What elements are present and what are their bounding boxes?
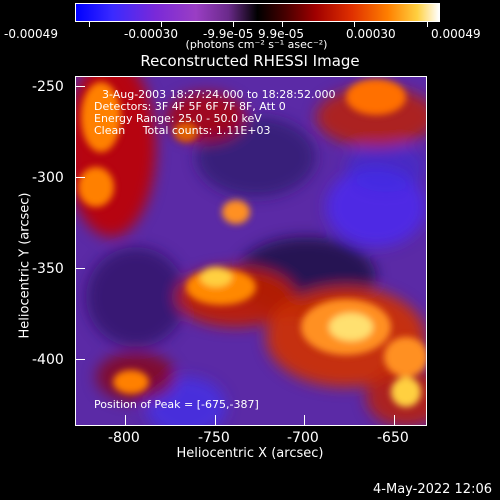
y-tick xyxy=(75,359,85,360)
info-clean-counts: Clean Total counts: 1.11E+03 xyxy=(94,124,271,137)
colorbar-tick-label: -9.9e-05 xyxy=(203,27,254,41)
colorbar-tick-label: -0.00030 xyxy=(124,27,178,41)
colorbar-tick xyxy=(89,21,90,27)
y-tick xyxy=(75,177,85,178)
x-tick xyxy=(304,415,305,425)
colorbar-tick-label: 9.9e-05 xyxy=(258,27,305,41)
y-tick-label: -250 xyxy=(32,79,64,95)
y-tick-label: -300 xyxy=(32,170,64,186)
x-axis-label: Heliocentric X (arcsec) xyxy=(176,446,324,461)
info-time-range: 3-Aug-2003 18:27:24.000 to 18:28:52.000 xyxy=(102,88,336,101)
colorbar-units: (photons cm⁻² s⁻¹ asec⁻²) xyxy=(185,38,328,51)
info-energy-range: Energy Range: 25.0 - 50.0 keV xyxy=(94,112,262,125)
x-tick-label: -650 xyxy=(377,430,409,446)
colorbar xyxy=(75,3,440,22)
colorbar-tick xyxy=(233,21,234,27)
colorbar-tick xyxy=(427,21,428,27)
y-axis-label: Heliocentric Y (arcsec) xyxy=(17,192,33,339)
colorbar-tick-label: 0.00049 xyxy=(431,27,481,41)
x-tick xyxy=(125,415,126,425)
colorbar-tick xyxy=(161,21,162,27)
colorbar-tick-label: 0.00030 xyxy=(346,27,396,41)
colorbar-tick xyxy=(282,21,283,27)
x-tick xyxy=(215,415,216,425)
x-tick-label: -700 xyxy=(287,430,319,446)
peak-position: Position of Peak = [-675,-387] xyxy=(94,398,259,411)
y-tick xyxy=(75,86,85,87)
x-tick-label: -800 xyxy=(108,430,140,446)
x-tick-label: -750 xyxy=(198,430,230,446)
plot-timestamp: 4-May-2022 12:06 xyxy=(373,482,492,497)
y-tick-label: -350 xyxy=(32,261,64,277)
y-tick-label: -400 xyxy=(32,352,64,368)
colorbar-tick-label: -0.00049 xyxy=(4,27,58,41)
y-tick xyxy=(75,268,85,269)
rhessi-image xyxy=(75,76,427,426)
rhessi-image-map xyxy=(76,77,426,425)
x-tick xyxy=(394,415,395,425)
colorbar-tick xyxy=(354,21,355,27)
info-detectors: Detectors: 3F 4F 5F 6F 7F 8F, Att 0 xyxy=(94,100,286,113)
plot-title: Reconstructed RHESSI Image xyxy=(140,52,360,70)
